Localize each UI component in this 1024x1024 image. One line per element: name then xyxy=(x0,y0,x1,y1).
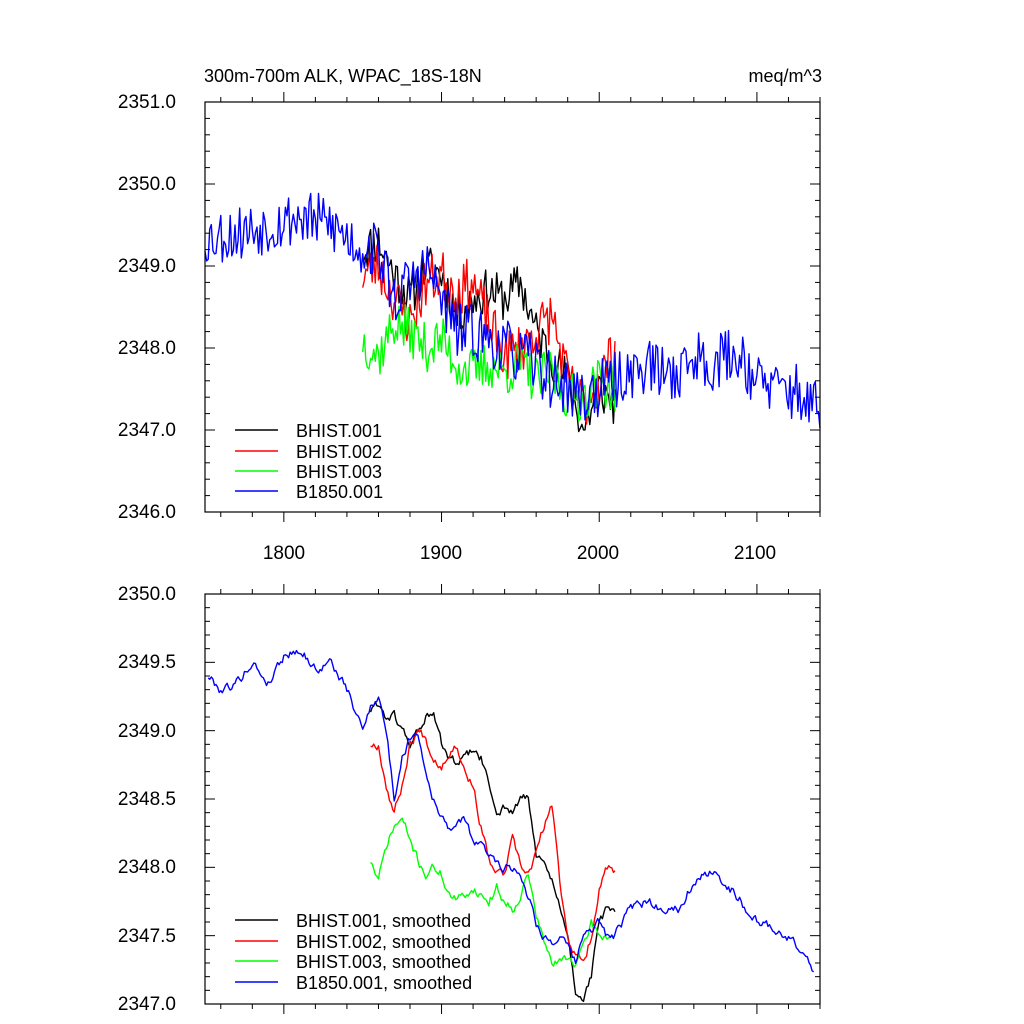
top-panel: 300m-700m ALK, WPAC_18S-18N meq/m^3 2346… xyxy=(118,66,822,564)
top-panel-ticks xyxy=(205,92,821,522)
x-tick-label: 2100 xyxy=(734,543,776,564)
series-line-bhist-003 xyxy=(362,304,616,422)
legend-label-bhist-001-smoothed: BHIST.001, smoothed xyxy=(296,911,471,931)
bottom-panel: 2347.0 2347.5 2348.0 2348.5 2349.0 2349.… xyxy=(118,584,821,1015)
y-tick-label: 2347.5 xyxy=(118,926,176,947)
y-tick-label: 2351.0 xyxy=(118,92,176,113)
y-tick-label: 2349.5 xyxy=(118,652,176,673)
y-tick-label: 2350.0 xyxy=(118,174,176,195)
y-tick-label: 2347.0 xyxy=(118,420,176,441)
y-tick-label: 2350.0 xyxy=(118,584,176,605)
top-panel-series-lines xyxy=(204,192,821,433)
bottom-panel-legend: BHIST.001, smoothed BHIST.002, smoothed … xyxy=(235,911,472,993)
series-line-bhist-003-smoothed xyxy=(370,817,616,968)
bottom-panel-y-tick-labels: 2347.0 2347.5 2348.0 2348.5 2349.0 2349.… xyxy=(118,584,176,1015)
bottom-panel-ticks xyxy=(205,584,821,1014)
y-tick-label: 2349.0 xyxy=(118,256,176,277)
legend-label-bhist-002-smoothed: BHIST.002, smoothed xyxy=(296,932,471,952)
legend-label-bhist-003-smoothed: BHIST.003, smoothed xyxy=(296,952,471,972)
y-tick-label: 2347.0 xyxy=(118,994,176,1015)
series-line-bhist-001-smoothed xyxy=(369,701,616,1002)
bottom-panel-series-lines xyxy=(207,649,815,1002)
y-tick-label: 2348.0 xyxy=(118,338,176,359)
series-line-b1850-001 xyxy=(204,192,821,429)
top-panel-frame xyxy=(204,101,821,513)
series-line-bhist-002-smoothed xyxy=(370,728,616,962)
x-tick-label: 1900 xyxy=(420,543,462,564)
legend-label-bhist-002: BHIST.002 xyxy=(296,442,382,462)
legend-label-bhist-001: BHIST.001 xyxy=(296,421,382,441)
top-panel-x-tick-labels: 1800 1900 2000 2100 xyxy=(263,543,776,564)
legend-label-b1850-001-smoothed: B1850.001, smoothed xyxy=(296,973,472,993)
top-panel-units: meq/m^3 xyxy=(749,66,822,86)
legend-label-b1850-001: B1850.001 xyxy=(296,482,383,502)
legend-label-bhist-003: BHIST.003 xyxy=(296,462,382,482)
y-tick-label: 2348.5 xyxy=(118,789,176,810)
x-tick-label: 2000 xyxy=(577,543,619,564)
top-panel-y-tick-labels: 2346.0 2347.0 2348.0 2349.0 2350.0 2351.… xyxy=(118,92,176,523)
y-tick-label: 2346.0 xyxy=(118,502,176,523)
series-line-b1850-001-smoothed xyxy=(207,649,815,973)
y-tick-label: 2349.0 xyxy=(118,721,176,742)
top-panel-title: 300m-700m ALK, WPAC_18S-18N xyxy=(204,66,482,87)
x-tick-label: 1800 xyxy=(263,543,305,564)
y-tick-label: 2348.0 xyxy=(118,857,176,878)
top-panel-legend: BHIST.001 BHIST.002 BHIST.003 B1850.001 xyxy=(235,421,383,502)
